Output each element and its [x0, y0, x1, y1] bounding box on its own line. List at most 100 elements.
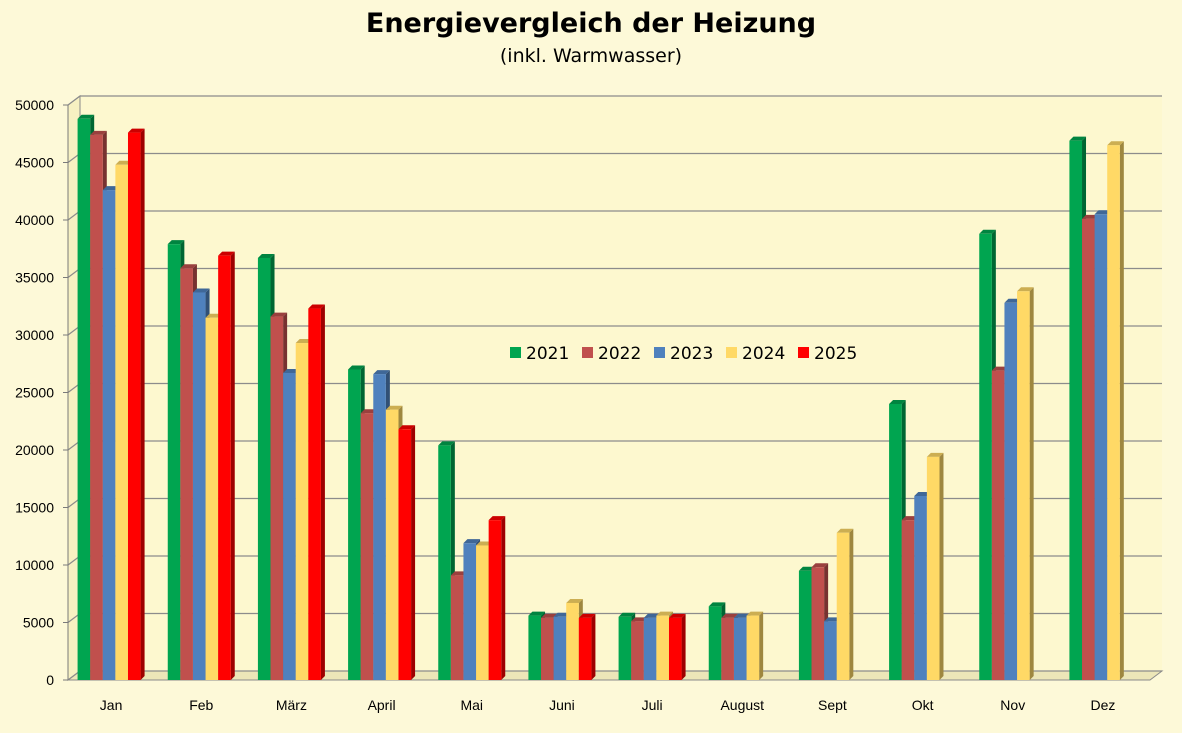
x-tick-label: Sept: [818, 697, 847, 713]
bar-front: [180, 268, 193, 680]
bar-front: [127, 132, 141, 681]
bar-top: [77, 114, 95, 119]
bar-front: [708, 606, 722, 680]
bar-top: [746, 611, 764, 616]
y-tick-label: 30000: [15, 327, 54, 343]
x-tick-label: Juni: [549, 697, 575, 713]
bar-top: [901, 516, 919, 521]
bar: [488, 516, 506, 680]
bar-side: [759, 611, 764, 680]
bar-top: [283, 368, 300, 373]
bar-front: [450, 575, 464, 680]
bar-front: [721, 617, 734, 680]
bar: [218, 251, 235, 680]
bar-top: [721, 613, 738, 618]
legend-entry: 2025: [798, 344, 857, 364]
y-tick-label: 20000: [15, 442, 54, 458]
bar-front: [488, 520, 502, 680]
legend-swatch: [726, 347, 737, 358]
x-tick-label: Dez: [1090, 697, 1115, 713]
bar: [836, 528, 854, 680]
bar-front: [798, 570, 812, 680]
bar: [1107, 141, 1124, 680]
bar-top: [668, 613, 686, 618]
x-tick-label: Okt: [912, 697, 934, 713]
bar-front: [914, 496, 927, 680]
legend-swatch: [582, 347, 593, 358]
bar-front: [218, 255, 231, 680]
bar-front: [979, 233, 992, 681]
bar-top: [438, 441, 455, 446]
y-tick-label: 40000: [15, 212, 54, 228]
bar-side: [939, 452, 944, 680]
bar-front: [385, 409, 399, 680]
bar: [926, 452, 944, 680]
x-tick-label: Feb: [189, 697, 213, 713]
bar-top: [643, 613, 661, 618]
bar-top: [824, 617, 841, 622]
legend-entry: 2022: [582, 344, 641, 364]
bar-side: [1119, 141, 1124, 680]
bar-side: [1029, 287, 1034, 680]
bar-front: [90, 134, 103, 680]
bar-front: [541, 617, 554, 680]
bar: [578, 613, 596, 680]
bar-front: [528, 615, 542, 680]
legend-entry: 2024: [726, 344, 785, 364]
x-tick-label: Nov: [1000, 697, 1025, 713]
bar-top: [1107, 141, 1124, 146]
bar-top: [295, 339, 313, 344]
legend-label: 2025: [814, 344, 857, 364]
bar-front: [746, 615, 760, 680]
legend-swatch: [798, 347, 809, 358]
bar-top: [733, 613, 751, 618]
bar-top: [889, 400, 906, 404]
bar-top: [991, 366, 1009, 371]
y-tick-label: 0: [46, 672, 54, 688]
bar: [746, 611, 764, 680]
bar-top: [1094, 210, 1112, 215]
bar-top: [836, 528, 854, 533]
bar-top: [385, 405, 403, 410]
bar-top: [180, 264, 197, 269]
bar-front: [360, 413, 374, 680]
bar-front: [926, 456, 940, 680]
bar-front: [1094, 214, 1108, 680]
bar-front: [192, 292, 206, 680]
y-tick-label: 10000: [15, 557, 54, 573]
bar-top: [463, 539, 481, 544]
bar-top: [348, 365, 365, 370]
y-tick-label: 5000: [23, 615, 54, 631]
bar-top: [127, 128, 145, 133]
bar-side: [591, 613, 596, 680]
legend-entry: 2023: [654, 344, 713, 364]
bar: [398, 425, 416, 680]
bar-front: [463, 543, 477, 680]
bar-front: [398, 429, 412, 680]
bar-top: [270, 312, 288, 317]
x-tick-label: Jan: [100, 697, 123, 713]
legend-label: 2021: [526, 344, 569, 364]
bar-top: [115, 160, 132, 165]
bar-top: [566, 598, 583, 603]
bar-front: [811, 567, 825, 680]
bar: [127, 128, 145, 681]
y-tick-label: 35000: [15, 270, 54, 286]
bar-front: [295, 343, 309, 680]
bar-top: [618, 612, 636, 617]
bar-front: [438, 445, 451, 680]
bar-front: [1082, 218, 1095, 680]
chart-title: Energievergleich der Heizung: [365, 8, 817, 39]
y-tick-label: 25000: [15, 385, 54, 401]
bar-top: [373, 370, 390, 375]
bar: [308, 304, 325, 680]
bar-front: [566, 602, 579, 680]
gridline: [67, 95, 1162, 106]
bar-top: [192, 288, 210, 293]
bar-front: [553, 616, 567, 680]
bar-front: [1017, 291, 1030, 680]
bar-front: [631, 621, 644, 680]
bar-side: [411, 425, 416, 680]
bar-top: [656, 611, 673, 616]
